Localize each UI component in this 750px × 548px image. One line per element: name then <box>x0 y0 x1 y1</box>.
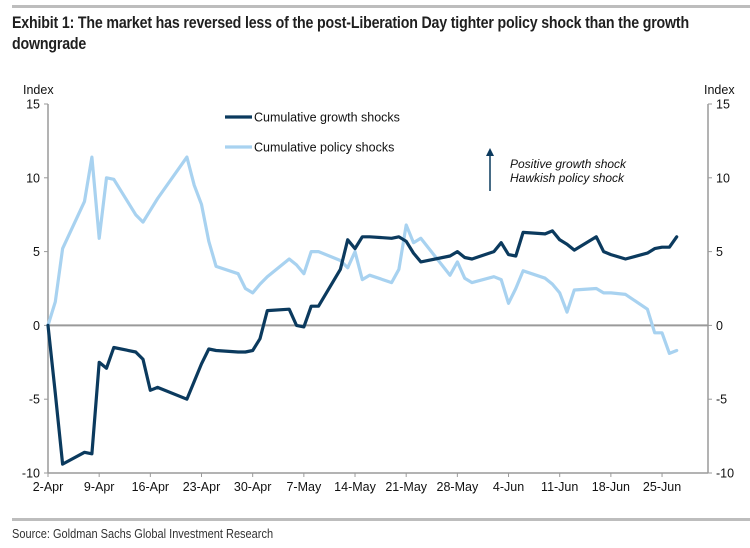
x-tick-label: 16-Apr <box>132 480 170 494</box>
x-tick-label: 4-Jun <box>493 480 524 494</box>
annotation-text: Hawkish policy shock <box>510 171 625 185</box>
x-tick-label: 30-Apr <box>234 480 272 494</box>
top-rule <box>12 5 750 8</box>
left-y-tick-label: 15 <box>26 98 40 112</box>
source-note: Source: Goldman Sachs Global Investment … <box>12 527 274 541</box>
x-tick-label: 9-Apr <box>84 480 115 494</box>
policy-line <box>46 155 679 355</box>
right-y-tick-label: -10 <box>716 467 734 481</box>
left-y-tick-label: 10 <box>26 171 40 185</box>
bottom-rule <box>12 518 750 521</box>
x-tick-label: 21-May <box>385 480 427 494</box>
left-axis-label: Index <box>23 83 54 97</box>
series-growth <box>46 229 679 466</box>
legend-label: Cumulative growth shocks <box>254 111 400 125</box>
x-tick-label: 14-May <box>334 480 376 494</box>
left-y-tick-label: -10 <box>22 467 40 481</box>
x-tick-label: 28-May <box>437 480 479 494</box>
legend-item: Cumulative policy shocks <box>225 141 394 155</box>
legend-item: Cumulative growth shocks <box>225 111 400 125</box>
right-y-tick-label: 5 <box>716 245 723 259</box>
left-y-tick-label: 0 <box>33 319 40 333</box>
legend: Cumulative growth shocks Cumulative polic… <box>225 111 400 155</box>
right-axis-label: Index <box>704 83 735 97</box>
x-tick-label: 23-Apr <box>183 480 221 494</box>
right-y-tick-label: 15 <box>716 98 730 112</box>
series-group <box>46 155 679 466</box>
left-y-tick-label: 5 <box>33 245 40 259</box>
legend-label: Cumulative policy shocks <box>254 141 394 155</box>
right-y-tick-label: -5 <box>716 393 727 407</box>
right-y-tick-label: 10 <box>716 171 730 185</box>
x-tick-label: 18-Jun <box>592 480 630 494</box>
x-tick-label: 7-May <box>286 480 321 494</box>
left-y-tick-label: -5 <box>29 393 40 407</box>
axes: 15 15 10 10 5 5 0 0 -5 -5 -10 -10 Index Index 2-Apr 9-A… <box>22 83 735 494</box>
x-tick-label: 11-Jun <box>541 480 578 494</box>
right-y-tick-label: 0 <box>716 319 723 333</box>
x-tick-label: 25-Jun <box>643 480 681 494</box>
chart-title: Exhibit 1: The market has reversed less … <box>12 14 689 53</box>
annotation-text: Positive growth shock <box>510 157 627 171</box>
series-policy <box>46 155 679 355</box>
x-tick-label: 2-Apr <box>33 480 64 494</box>
arrow-up-icon <box>486 148 494 156</box>
growth-line <box>46 229 679 466</box>
